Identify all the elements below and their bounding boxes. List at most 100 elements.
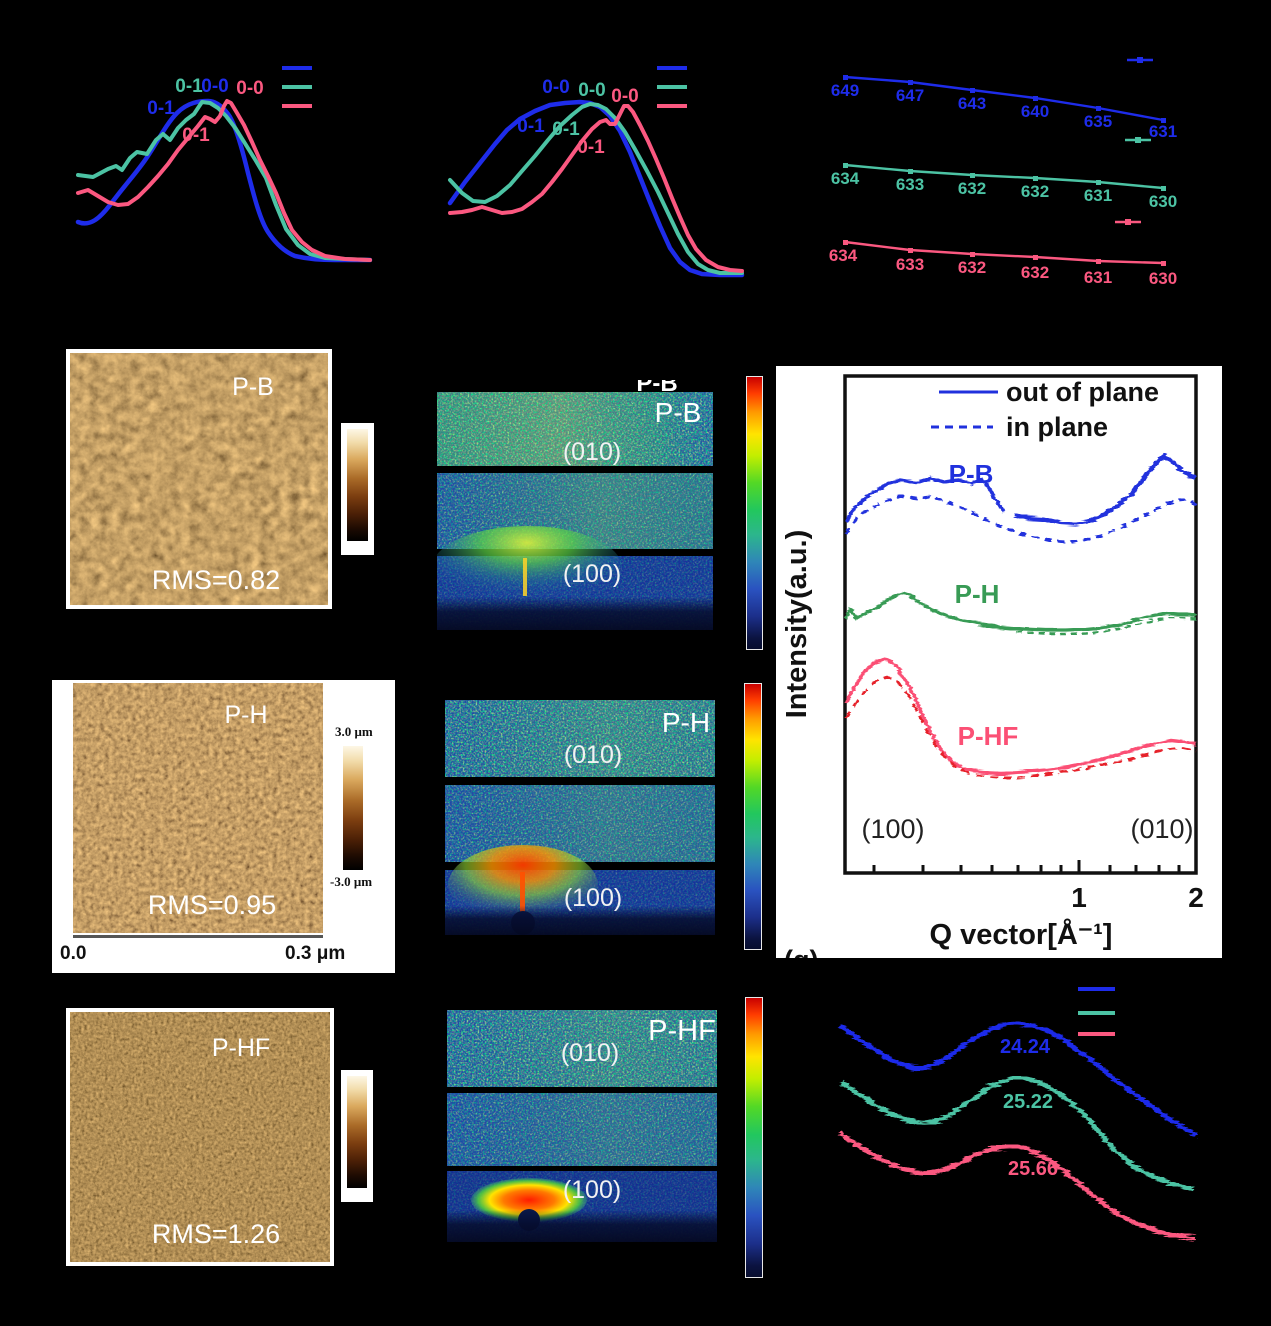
afm-image-phf-card: P-HF RMS=1.26 <box>66 1008 334 1266</box>
afm-rms-label: RMS=0.95 <box>148 890 276 920</box>
data-label: 632 <box>958 258 986 277</box>
data-label: 631 <box>1084 186 1112 205</box>
panel-c-blue-series: 649 647 643 640 635 631 <box>831 57 1177 141</box>
peak-label: 0-0 <box>578 80 605 101</box>
afm-colorbar-gradient <box>347 1076 367 1188</box>
giwaxs-strip <box>447 1093 717 1166</box>
afm-scale-right-label: 0.3 μm <box>285 943 346 964</box>
afm-colorbar-bottom-label: -3.0 μm <box>330 874 373 889</box>
annotation-100: (100) <box>861 814 924 844</box>
x-axis-title: Q vector[Å⁻¹] <box>930 918 1113 951</box>
giwaxs-2d-pb: P-B P-B (010) (100) <box>437 372 714 630</box>
peak-position-panel-c: 649 647 643 640 635 631 634 633 632 632 <box>829 57 1177 288</box>
data-label: 631 <box>1084 268 1112 287</box>
afm-rms-label: RMS=0.82 <box>152 565 280 595</box>
giwaxs-strip <box>437 526 713 630</box>
legend-marker-teal <box>1135 137 1141 143</box>
data-label: 634 <box>831 169 860 188</box>
afm-scale-left-label: 0.0 <box>60 943 87 964</box>
afm-scale-bar <box>73 935 323 938</box>
afm-sample-label: P-B <box>232 373 274 401</box>
x-tick-label-1: 1 <box>1071 882 1087 913</box>
giwaxs-ring-label-010: (010) <box>561 1039 619 1067</box>
peak-label: 0-0 <box>542 77 569 98</box>
linecut-curves <box>844 453 1197 780</box>
afm-colorbar-gradient <box>347 429 368 541</box>
panel-b-pink-curve <box>448 104 744 273</box>
data-label: 647 <box>896 86 924 105</box>
giwaxs-linecut-panel: out of plane in plane P-B P-H P-HF (100)… <box>776 366 1222 958</box>
giwaxs-strip <box>445 700 715 777</box>
peak-label: 0-1 <box>175 76 203 97</box>
data-label: 635 <box>1084 112 1112 131</box>
annotation-010: (010) <box>1130 814 1193 844</box>
peak-label: 0-0 <box>236 78 263 99</box>
legend-label-out-of-plane: out of plane <box>1006 377 1159 407</box>
giwaxs-ring-label-100: (100) <box>563 560 621 588</box>
data-label: 633 <box>896 255 924 274</box>
halo-peak-label-blue: 24.24 <box>1000 1036 1051 1058</box>
pb-in-plane-curve <box>844 495 1197 544</box>
afm-sample-label: P-H <box>224 701 267 729</box>
halo-peak-label-teal: 25.22 <box>1003 1091 1053 1113</box>
data-label: 643 <box>958 94 986 113</box>
pb-out-of-plane-curve-2 <box>1013 453 1197 527</box>
data-label: 632 <box>1021 182 1049 201</box>
pb-out-of-plane-curve <box>844 476 1006 523</box>
panel-c-teal-series: 634 633 632 632 631 630 <box>831 137 1177 211</box>
panel-b-blue-curve <box>447 99 745 278</box>
peak-label: 0-1 <box>552 119 580 140</box>
spectra-panel-b: 0-0 0-0 0-0 0-1 0-1 0-1 <box>447 66 745 278</box>
afm-image-pb-card: P-B RMS=0.82 <box>66 349 332 609</box>
panel-a-teal-curve <box>76 100 372 262</box>
data-label: 633 <box>896 175 924 194</box>
panel-h-curves <box>838 1020 1198 1241</box>
legend-marker-blue <box>1137 57 1143 63</box>
data-label: 631 <box>1149 122 1177 141</box>
giwaxs-ring-label-010: (010) <box>564 741 622 769</box>
spectra-panel-a: 0-1 0-0 0-0 0-1 0-1 <box>75 66 373 263</box>
giwaxs-strip <box>447 1171 717 1242</box>
afm-rms-label: RMS=1.26 <box>152 1219 280 1249</box>
panel-a-legend <box>282 66 312 108</box>
afm-sample-label: P-HF <box>212 1034 270 1062</box>
afm-colorbar-ph <box>343 746 363 870</box>
curve-label-pb: P-B <box>949 459 994 489</box>
legend-label-in-plane: in plane <box>1006 412 1108 442</box>
phf-in-plane-curve <box>844 675 1197 780</box>
data-label: 630 <box>1149 192 1177 211</box>
y-axis-title: Intensity(a.u.) <box>781 530 813 719</box>
peak-label: 0-0 <box>611 86 638 107</box>
giwaxs-sample-label: P-HF <box>648 1015 716 1047</box>
clip-cover <box>607 372 714 380</box>
ph-out-of-plane-curve <box>844 591 1197 632</box>
afm-colorbar-top-label: 3.0 μm <box>335 724 373 739</box>
afm-image-ph-card: P-H RMS=0.95 0.0 0.3 μm 3.0 μm -3.0 μm <box>52 680 395 973</box>
data-label: 632 <box>958 179 986 198</box>
giwaxs-strip <box>445 845 715 935</box>
giwaxs-colorbar-phf <box>745 997 763 1278</box>
panel-a-blue-curve <box>75 98 373 263</box>
giwaxs-strip <box>437 392 713 466</box>
panel-h-blue-curve <box>838 1020 1198 1138</box>
peak-label: 0-1 <box>517 116 545 137</box>
giwaxs-2d-ph: P-H (010) (100) <box>445 700 715 935</box>
giwaxs-ring-label-100: (100) <box>563 1176 621 1204</box>
data-label: 634 <box>829 246 858 265</box>
panel-b-legend <box>657 66 687 108</box>
giwaxs-2d-phf: P-HF (010) (100) <box>447 1010 717 1242</box>
afm-colorbar-phf <box>341 1070 373 1202</box>
plot-frame <box>843 374 1198 875</box>
afm-colorbar-pb <box>341 423 374 555</box>
giwaxs-ring-label-100: (100) <box>564 884 622 912</box>
panel-h-teal-curve <box>840 1075 1194 1193</box>
afm-image-pb: P-B RMS=0.82 <box>70 353 328 605</box>
afm-image-phf: P-HF RMS=1.26 <box>70 1012 330 1262</box>
giwaxs-sample-label: P-H <box>662 707 710 738</box>
giwaxs-strip <box>447 1010 717 1087</box>
giwaxs-linecut-chart: out of plane in plane P-B P-H P-HF (100)… <box>781 374 1204 958</box>
curve-label-phf: P-HF <box>958 721 1019 751</box>
legend-marker-pink <box>1125 219 1131 225</box>
panel-c-pink-series: 634 633 632 632 631 630 <box>829 219 1177 288</box>
